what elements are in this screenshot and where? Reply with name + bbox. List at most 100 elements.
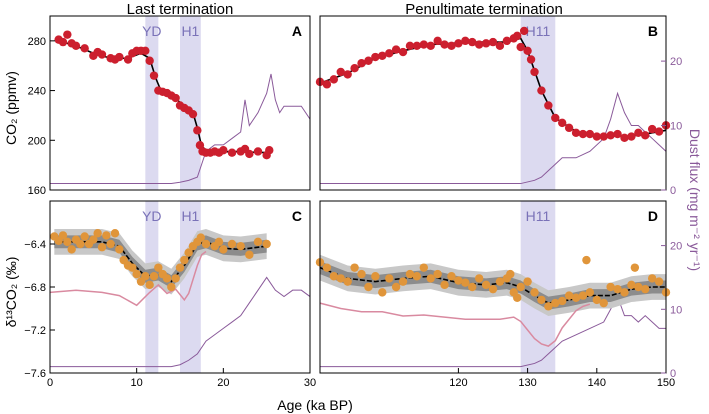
co2-point	[599, 132, 608, 141]
panel-letter: D	[648, 208, 658, 224]
d13c-point	[67, 245, 76, 254]
co2-point	[398, 47, 408, 57]
shaded-interval-h1	[180, 16, 201, 190]
co2-point	[634, 128, 643, 138]
y-tick-label: −7.6	[24, 368, 46, 380]
d13c-point	[329, 272, 339, 281]
d13c-point	[585, 288, 595, 297]
x-tick-label: 140	[588, 377, 606, 389]
co2-point	[606, 131, 615, 140]
shaded-label-yd: YD	[142, 23, 161, 39]
d13c-point	[89, 235, 98, 244]
x-tick-label: 30	[304, 377, 316, 389]
d13c-point	[102, 231, 111, 240]
col-title-left: Last termination	[127, 1, 234, 18]
y-axis-title-right: Dust flux (mg m⁻² yr⁻¹)	[687, 129, 703, 271]
y2-tick-label: 10	[670, 121, 682, 133]
x-tick-label: 20	[217, 377, 229, 389]
d13c-point	[630, 263, 640, 272]
y2-tick-label: 10	[670, 304, 682, 316]
d13c-point	[219, 245, 228, 254]
y2-tick-label: 0	[670, 368, 676, 380]
y2-tick-label: 0	[670, 185, 676, 197]
d13c-point	[236, 241, 245, 251]
d13c-point	[474, 274, 484, 283]
shaded-label-h1: H1	[181, 23, 199, 39]
y-tick-label: 200	[28, 135, 46, 147]
co2-point	[578, 129, 588, 139]
co2-point	[474, 40, 484, 49]
d13c-point	[592, 295, 601, 305]
dust-flux-line	[50, 276, 311, 368]
y-axis-title-top: CO₂ (ppmv)	[3, 71, 19, 145]
d13c-point	[454, 276, 463, 285]
y-tick-label: 280	[28, 36, 46, 48]
co2-point	[265, 146, 274, 155]
x-tick-label: 150	[657, 377, 675, 389]
co2-point	[391, 45, 401, 54]
model-curve	[319, 302, 591, 347]
co2-point	[481, 39, 491, 48]
co2-point	[426, 41, 435, 51]
x-tick-label: 10	[131, 377, 143, 389]
co2-point	[461, 36, 470, 46]
d13c-point	[578, 291, 588, 300]
dust-flux-line	[50, 73, 311, 185]
d13c-point	[433, 269, 442, 279]
d13c-point	[481, 280, 491, 290]
panel-frame	[49, 15, 311, 191]
d13c-point	[537, 295, 546, 305]
d13c-point	[149, 272, 159, 281]
col-title-right: Penultimate termination	[405, 1, 563, 18]
d13c-point	[350, 263, 359, 272]
co2-point	[123, 55, 133, 64]
co2-point	[378, 51, 387, 60]
co2-point	[433, 36, 442, 46]
co2-point	[544, 101, 553, 110]
co2-point	[245, 149, 254, 159]
panel-D: H11 D 0 10 20 120 130 140 150	[315, 200, 682, 389]
y-tick-label: −7.2	[24, 325, 46, 337]
co2-point	[343, 70, 352, 79]
panel-C: YD H1 C −7.6 −7.2 −6.8 −6.4 0 10 20 30	[24, 200, 316, 389]
d13c-point	[385, 274, 394, 283]
panel-letter: B	[648, 23, 658, 39]
d13c-point	[426, 274, 435, 283]
d13c-point	[391, 282, 401, 292]
d13c-point	[599, 298, 608, 308]
co2-point	[537, 86, 546, 95]
d13c-point	[106, 239, 115, 249]
co2-point	[647, 124, 657, 134]
d13c-point	[516, 282, 525, 292]
y-tick-label: −6.4	[24, 239, 46, 251]
co2-point	[227, 148, 237, 157]
co2-point	[468, 37, 477, 47]
co2-point	[516, 42, 525, 52]
d13c-point	[495, 277, 505, 286]
y2-tick-label: 20	[670, 56, 682, 68]
d13c-point	[558, 296, 567, 306]
d13c-point	[606, 282, 615, 292]
d13c-point	[93, 229, 102, 238]
co2-point	[454, 39, 463, 48]
d13c-point	[357, 269, 366, 279]
d13c-point	[128, 263, 137, 272]
co2-point	[526, 55, 536, 64]
x-tick-label: 0	[47, 377, 53, 389]
co2-point	[336, 67, 345, 77]
co2-point	[488, 37, 498, 47]
co2-point	[329, 75, 339, 84]
y-tick-label: −6.8	[24, 282, 46, 294]
d13c-point	[343, 277, 352, 286]
d13c-point	[419, 263, 428, 272]
d13c-point	[364, 282, 373, 292]
panel-frame	[319, 200, 667, 374]
co2-point	[188, 109, 198, 119]
co2-point	[571, 128, 581, 138]
panel-frame	[319, 15, 667, 191]
co2-point	[149, 71, 159, 80]
co2-point	[253, 147, 263, 156]
co2-point	[558, 118, 567, 128]
d13c-point	[620, 288, 629, 297]
co2-point	[350, 63, 359, 73]
